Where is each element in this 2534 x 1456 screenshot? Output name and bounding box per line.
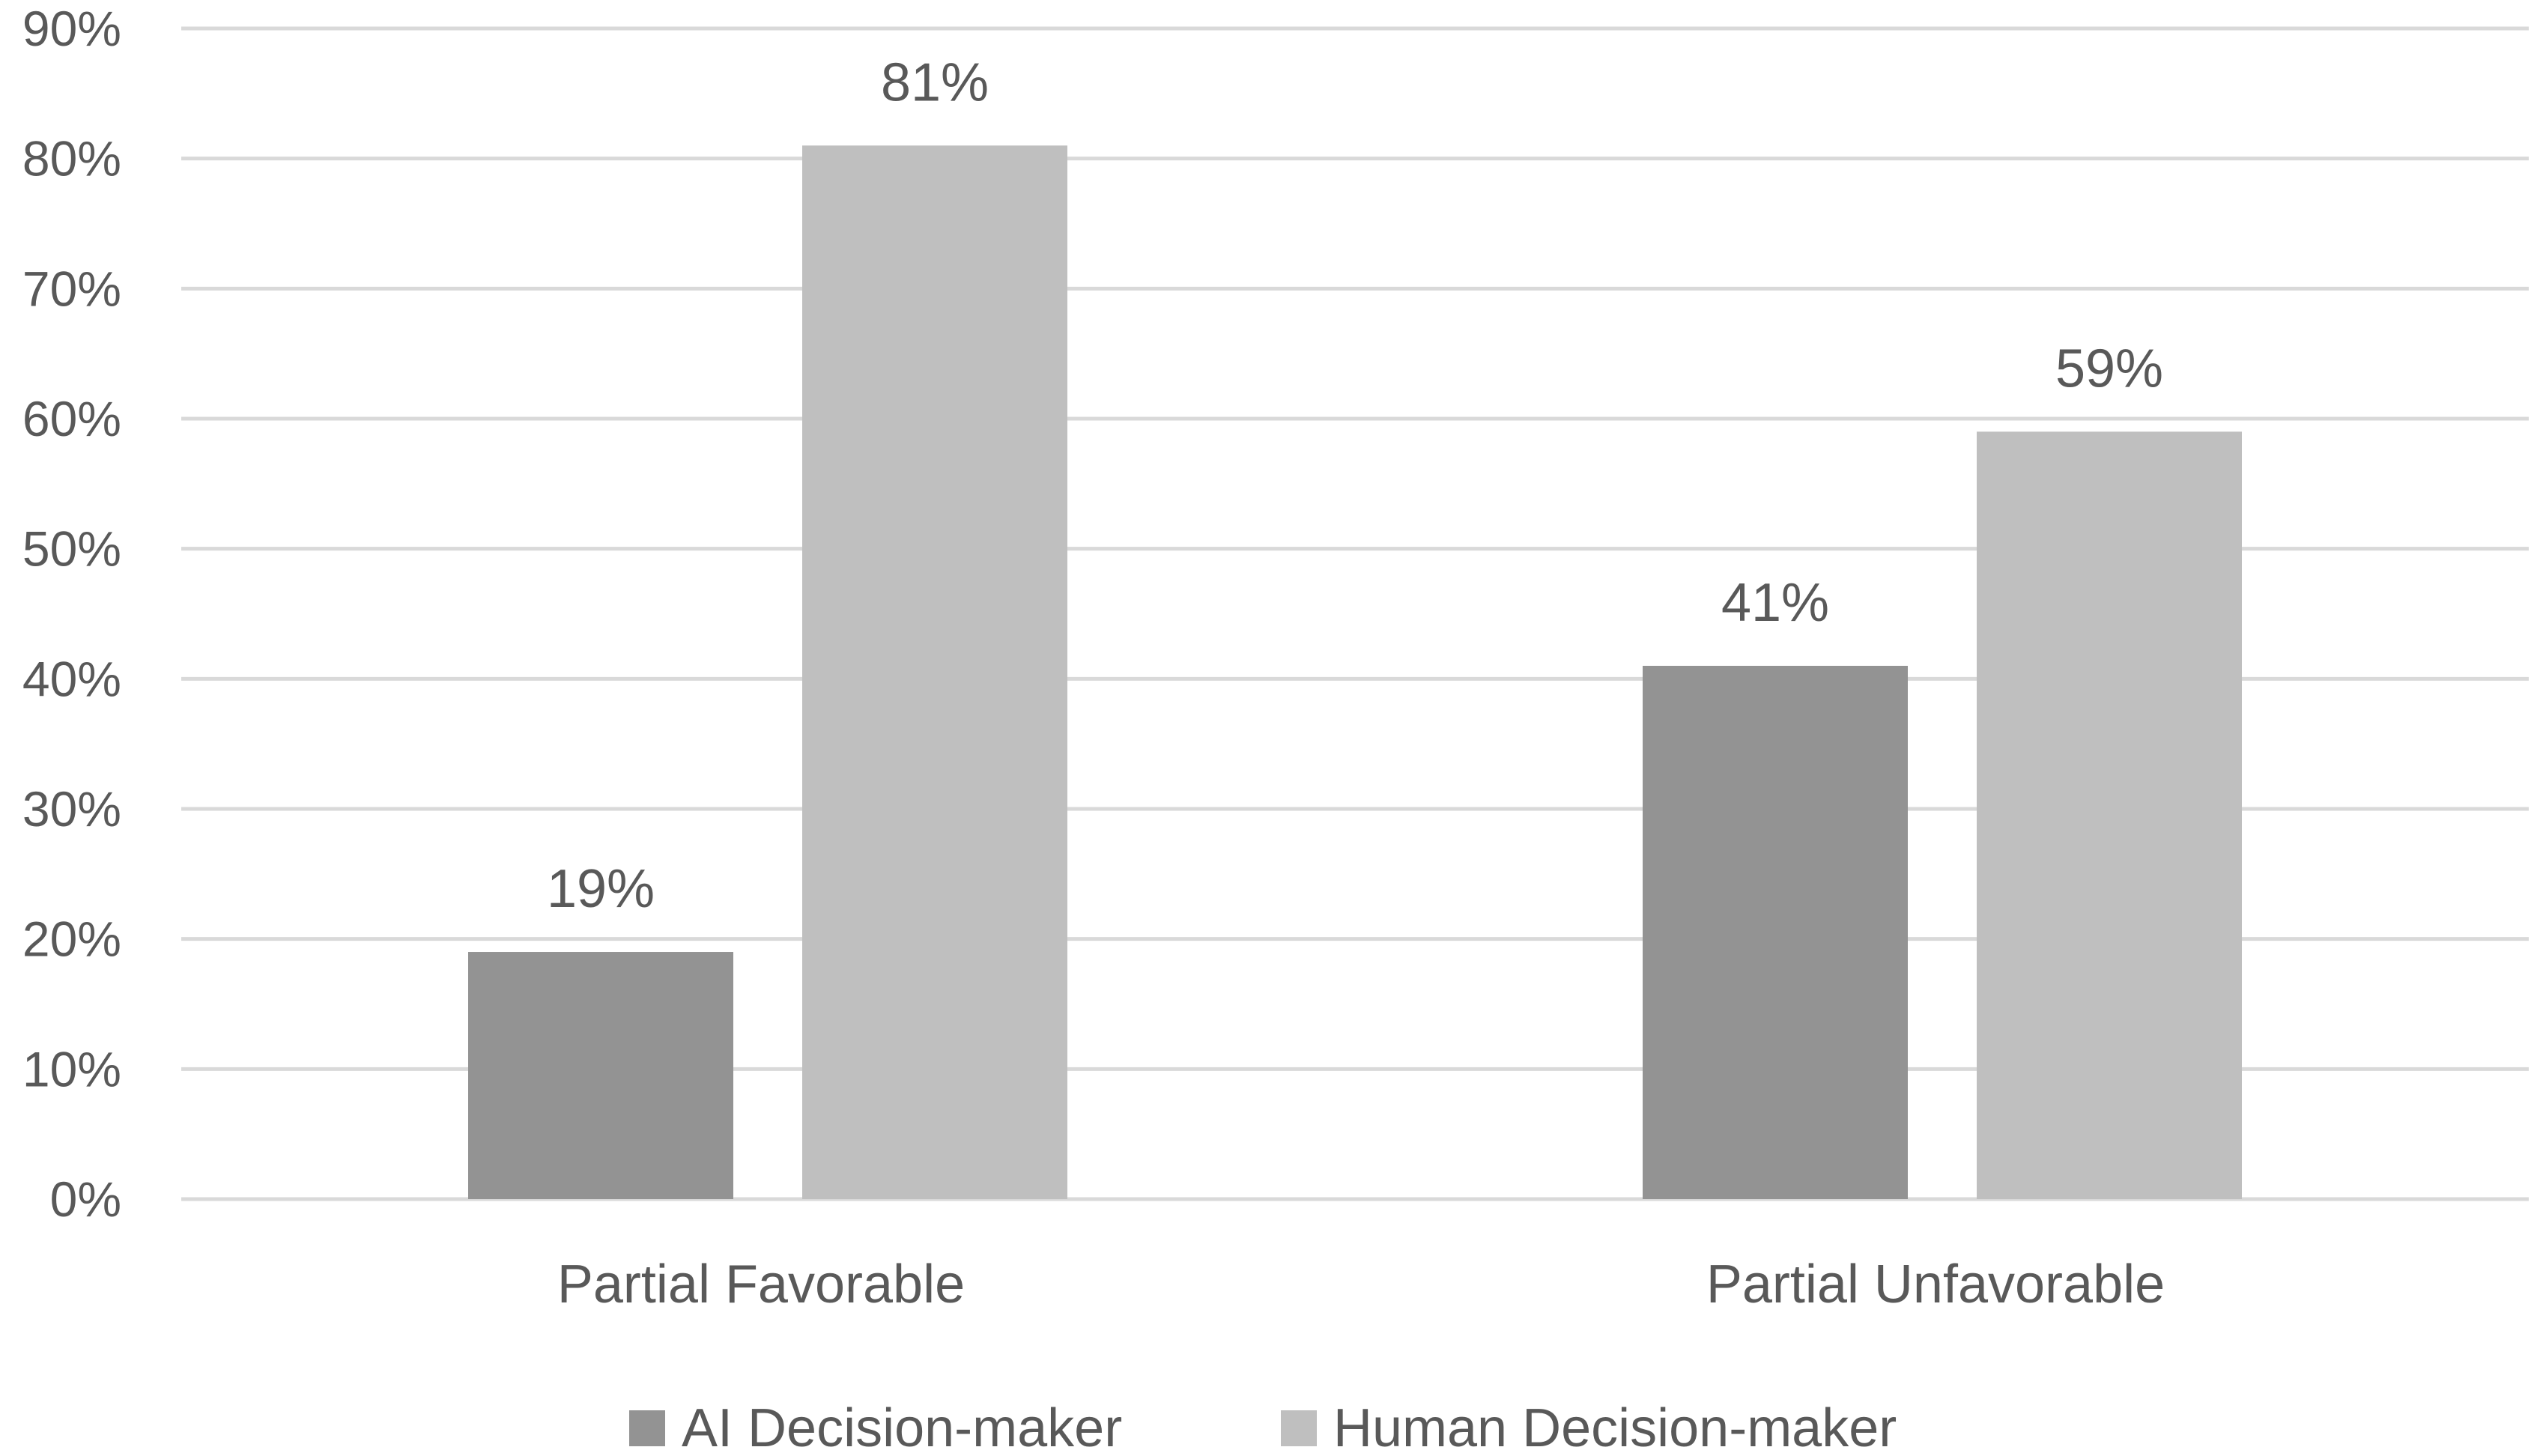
bar-ai-unfavorable (1643, 665, 1908, 1199)
data-label: 81% (881, 52, 989, 112)
x-axis-categories: Partial Favorable Partial Unfavorable (557, 1255, 2165, 1314)
legend-swatch (629, 1410, 665, 1446)
data-labels: 19% 81% 41% 59% (547, 52, 2163, 919)
y-tick-label: 90% (22, 1, 121, 56)
y-tick-label: 70% (22, 261, 121, 316)
bars (468, 145, 2242, 1199)
bar-ai-favorable (468, 952, 733, 1199)
y-axis-ticks: 0% 10% 20% 30% 40% 50% 60% 70% 80% 90% (22, 1, 121, 1227)
data-label: 19% (547, 859, 655, 919)
y-tick-label: 10% (22, 1041, 121, 1096)
data-label: 59% (2055, 339, 2163, 398)
y-tick-label: 80% (22, 131, 121, 186)
category-label: Partial Unfavorable (1706, 1255, 2165, 1314)
category-label: Partial Favorable (557, 1255, 965, 1314)
legend-label: AI Decision-maker (682, 1398, 1122, 1456)
legend-swatch (1281, 1410, 1317, 1446)
y-tick-label: 30% (22, 781, 121, 837)
y-tick-label: 40% (22, 651, 121, 706)
bar-human-favorable (802, 145, 1067, 1199)
data-label: 41% (1721, 573, 1829, 633)
legend-label: Human Decision-maker (1333, 1398, 1897, 1456)
legend: AI Decision-maker Human Decision-maker (629, 1398, 1897, 1456)
y-tick-label: 0% (50, 1171, 121, 1227)
bar-human-unfavorable (1977, 431, 2242, 1199)
y-tick-label: 20% (22, 911, 121, 967)
y-tick-label: 50% (22, 521, 121, 577)
y-tick-label: 60% (22, 391, 121, 446)
